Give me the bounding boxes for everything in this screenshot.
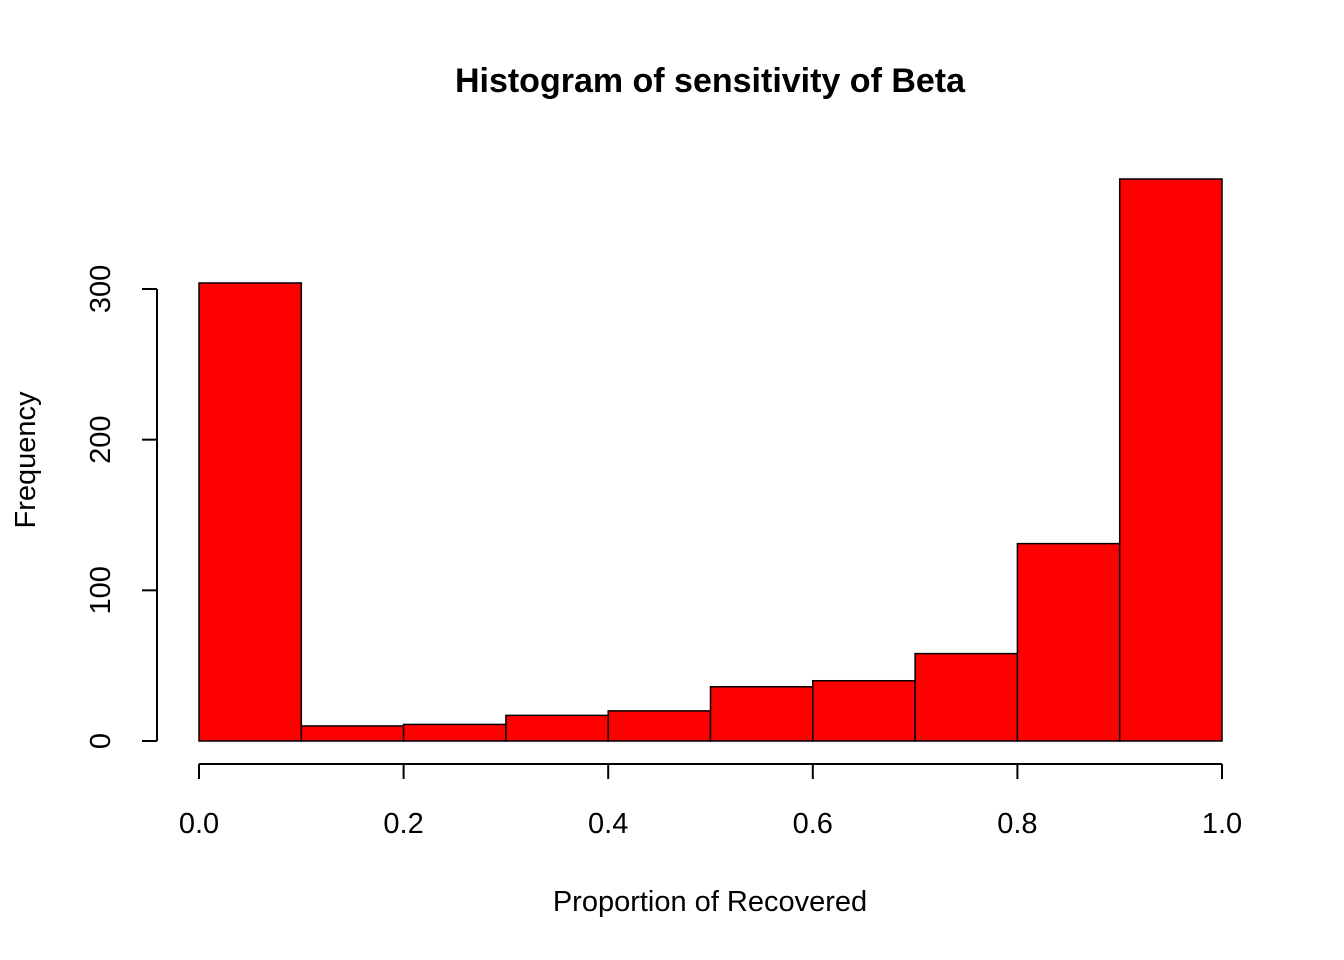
histogram-bar <box>505 714 609 742</box>
histogram-bar <box>709 686 814 742</box>
histogram-bar <box>1016 542 1121 742</box>
x-tick-label: 0.2 <box>383 808 423 840</box>
y-axis-label: Frequency <box>10 391 42 529</box>
histogram-bar <box>914 652 1019 742</box>
y-tick-label: 200 <box>85 415 117 463</box>
histogram-bar <box>198 282 303 742</box>
bars-group <box>198 178 1223 742</box>
x-tick-label: 1.0 <box>1202 808 1242 840</box>
x-tick-label: 0.8 <box>997 808 1037 840</box>
y-tick-label: 0 <box>85 733 117 749</box>
chart-title: Histogram of sensitivity of Beta <box>455 62 966 100</box>
y-axis: 0 100 200 300 <box>85 265 158 749</box>
y-tick-label: 100 <box>85 566 117 614</box>
histogram-bar <box>607 710 712 742</box>
x-tick-label: 0.4 <box>588 808 628 840</box>
histogram-bar <box>402 723 507 742</box>
x-axis: 0.0 0.2 0.4 0.6 0.8 1.0 <box>179 763 1242 840</box>
histogram-bar <box>300 725 405 742</box>
x-axis-label: Proportion of Recovered <box>553 886 867 918</box>
x-tick-label: 0.0 <box>179 808 219 840</box>
y-tick-label: 300 <box>85 265 117 313</box>
histogram-bar <box>812 679 916 742</box>
x-tick-label: 0.6 <box>793 808 833 840</box>
histogram-bar <box>1118 178 1223 742</box>
